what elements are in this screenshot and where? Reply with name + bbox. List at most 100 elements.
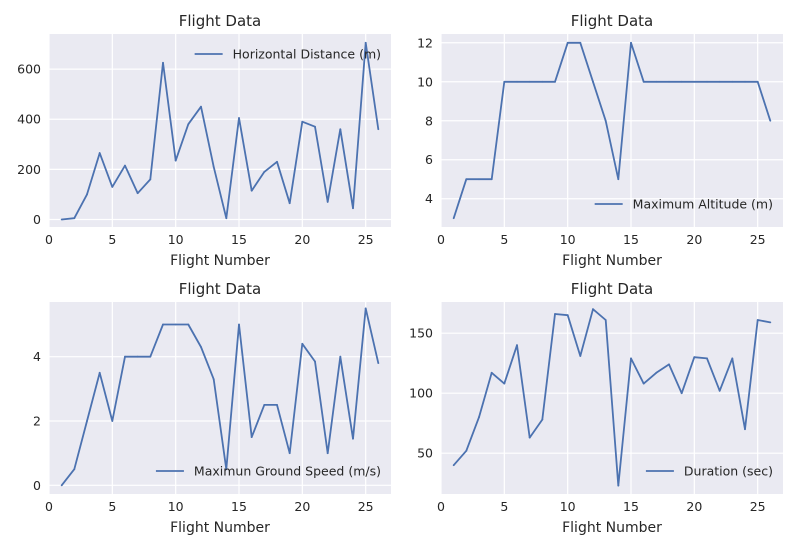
x-axis-label: Flight Number bbox=[170, 520, 270, 536]
data-point bbox=[630, 357, 632, 360]
x-tick-label: 15 bbox=[623, 232, 639, 247]
data-point bbox=[238, 323, 240, 326]
x-tick-label: 15 bbox=[231, 499, 247, 514]
data-point bbox=[86, 420, 88, 422]
y-tick-label: 150 bbox=[409, 326, 433, 341]
data-point bbox=[528, 80, 531, 83]
x-tick-label: 0 bbox=[437, 499, 445, 514]
y-tick-label: 2 bbox=[33, 413, 41, 428]
x-axis-label: Flight Number bbox=[562, 520, 662, 536]
data-point bbox=[86, 193, 88, 196]
data-point bbox=[744, 428, 746, 431]
subplot-3: 0 5 10 15 20 25 0 2 4 Flight Data Flight Number Max… bbox=[33, 280, 391, 536]
data-point bbox=[263, 404, 266, 406]
data-point bbox=[592, 308, 594, 311]
data-point bbox=[744, 80, 746, 83]
data-point bbox=[604, 119, 607, 122]
data-point bbox=[693, 356, 696, 359]
data-point bbox=[566, 41, 569, 44]
x-tick-label: 5 bbox=[108, 232, 116, 247]
data-point bbox=[617, 178, 620, 181]
chart-title: Flight Data bbox=[571, 280, 653, 298]
data-point bbox=[516, 80, 518, 83]
data-point bbox=[706, 357, 708, 360]
data-point bbox=[579, 355, 582, 357]
x-tick-label: 10 bbox=[560, 232, 576, 247]
data-point bbox=[225, 468, 228, 471]
data-point bbox=[73, 217, 76, 220]
data-point bbox=[503, 382, 506, 385]
data-point bbox=[630, 41, 632, 44]
data-point bbox=[314, 360, 316, 363]
y-tick-label: 600 bbox=[17, 62, 41, 77]
series-line bbox=[452, 41, 772, 219]
data-point bbox=[377, 128, 380, 131]
legend: Maximum Altitude (m) bbox=[594, 197, 773, 212]
data-point bbox=[490, 178, 493, 181]
data-point bbox=[592, 80, 594, 83]
data-point bbox=[60, 484, 63, 487]
data-point bbox=[301, 120, 304, 123]
data-point bbox=[680, 392, 683, 395]
data-point bbox=[339, 128, 342, 131]
data-point bbox=[364, 41, 367, 44]
y-tick-label: 100 bbox=[409, 386, 433, 401]
data-point bbox=[642, 80, 645, 83]
data-point bbox=[718, 80, 721, 83]
data-point bbox=[288, 202, 291, 205]
data-point bbox=[136, 355, 139, 358]
x-tick-label: 0 bbox=[45, 499, 53, 514]
y-tick-label: 12 bbox=[417, 35, 433, 50]
data-point bbox=[769, 321, 772, 324]
data-point bbox=[149, 355, 152, 358]
data-point bbox=[503, 80, 506, 83]
data-point bbox=[693, 80, 696, 83]
data-point bbox=[680, 80, 683, 83]
data-point bbox=[465, 178, 468, 181]
x-tick-label: 20 bbox=[294, 499, 310, 514]
x-tick-label: 5 bbox=[500, 232, 508, 247]
data-point bbox=[642, 382, 645, 385]
x-tick-label: 10 bbox=[168, 232, 184, 247]
y-tick-label: 50 bbox=[417, 446, 433, 461]
series-line bbox=[453, 308, 771, 487]
data-point bbox=[541, 80, 544, 83]
data-point bbox=[124, 164, 126, 167]
x-tick-label: 20 bbox=[686, 232, 702, 247]
data-point bbox=[187, 123, 190, 126]
chart-title: Flight Data bbox=[571, 12, 653, 30]
data-point bbox=[174, 323, 177, 326]
data-point bbox=[124, 355, 126, 358]
x-tick-label: 10 bbox=[168, 499, 184, 514]
data-point bbox=[200, 346, 202, 348]
x-tick-label: 15 bbox=[623, 499, 639, 514]
y-tick-label: 6 bbox=[425, 152, 433, 167]
data-point bbox=[731, 357, 734, 360]
y-tick-label: 0 bbox=[33, 478, 41, 493]
x-tick-label: 25 bbox=[750, 499, 766, 514]
subplot-4: 0 5 10 15 20 25 50 100 150 Flight Data Flight Numb… bbox=[409, 280, 783, 536]
data-point bbox=[352, 207, 354, 210]
y-tick-label: 200 bbox=[17, 162, 41, 177]
data-point bbox=[528, 436, 531, 439]
data-point bbox=[541, 418, 544, 421]
data-point bbox=[162, 323, 164, 326]
data-point bbox=[73, 468, 76, 471]
x-tick-label: 0 bbox=[437, 232, 445, 247]
data-point bbox=[212, 378, 215, 381]
data-point bbox=[668, 80, 670, 83]
x-tick-label: 20 bbox=[294, 232, 310, 247]
data-point bbox=[731, 80, 734, 83]
data-point bbox=[718, 389, 721, 392]
data-point bbox=[111, 185, 114, 188]
data-point bbox=[566, 314, 569, 317]
data-point bbox=[200, 105, 202, 108]
x-tick-label: 15 bbox=[231, 232, 247, 247]
data-point bbox=[288, 452, 291, 455]
legend: Maximun Ground Speed (m/s) bbox=[155, 464, 381, 479]
data-point bbox=[604, 319, 607, 321]
legend: Horizontal Distance (m) bbox=[194, 47, 381, 62]
x-tick-label: 25 bbox=[358, 499, 374, 514]
data-point bbox=[465, 449, 468, 452]
y-tick-label: 400 bbox=[17, 112, 41, 127]
